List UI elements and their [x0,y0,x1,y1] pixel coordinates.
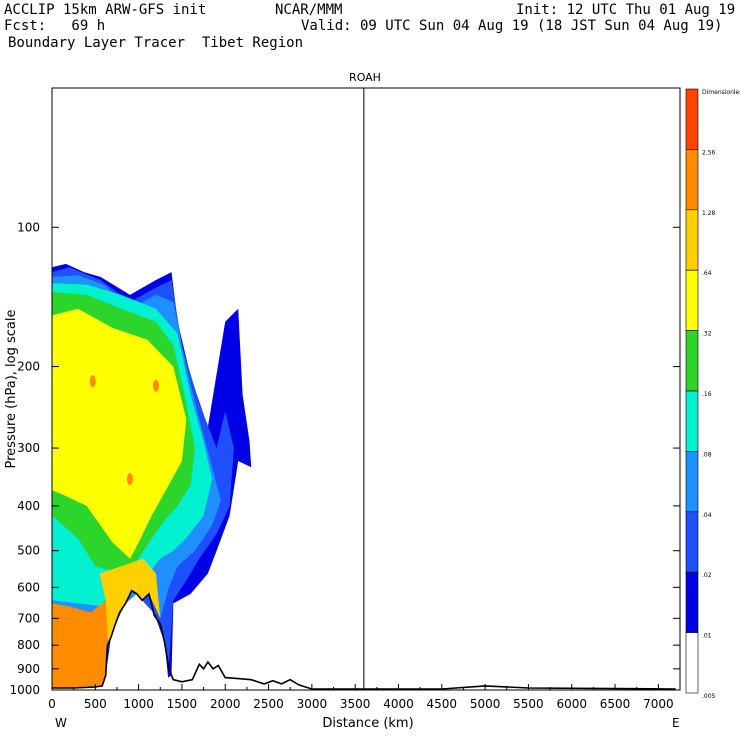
plot-area [52,88,676,690]
tracer-spot-0 [89,375,96,388]
colorbar-label-10: .005 [702,693,716,700]
colorbar-swatch-3 [685,269,699,331]
x-tick-label: 3500 [340,697,371,711]
header-model: ACCLIP 15km ARW-GFS init [4,2,207,18]
colorbar-label-4: .32 [702,331,712,338]
tracer-region-5 [52,308,187,559]
x-tick-label: 500 [84,697,107,711]
terrain-line [52,589,676,690]
tracer-spot-2 [126,473,133,486]
header-fcst: Fcst: 69 h [4,18,106,34]
west-label: W [55,716,67,730]
x-tick-label: 4500 [427,697,458,711]
header-field: Boundary Layer Tracer Tibet Region [8,35,304,51]
x-tick-label: 5000 [470,697,501,711]
axes: 0 500 1000 1500 2000 2500 3000 3500 4000 4500 5000… [9,220,680,711]
y-tick-label: 600 [17,580,40,594]
y-tick-label: 400 [17,499,40,513]
header-org: NCAR/MMM [275,2,343,18]
y-tick-label: 100 [17,220,40,234]
y-tick-label: 200 [17,360,40,374]
x-tick-label: 6500 [600,697,631,711]
plot-frame [51,87,681,691]
x-tick-label: 2500 [253,697,284,711]
header-valid: Valid: 09 UTC Sun 04 Aug 19 (18 JST Sun … [301,18,723,34]
colorbar-label-6: .08 [702,451,712,458]
x-tick-label: 4000 [383,697,414,711]
header-init: Init: 12 UTC Thu 01 Aug 19 [516,2,736,18]
y-tick-label: 300 [17,441,40,455]
x-tick-label: 1000 [123,697,154,711]
y-tick-label: 1000 [9,683,40,697]
colorbar-label-1: 2.56 [702,149,716,156]
colorbar-label-9: .01 [702,633,712,640]
chart-title: ROAH [349,71,381,84]
colorbar-swatch-6 [685,451,699,513]
colorbar-label-0: Dimensionless [702,89,740,96]
x-tick-label: 5500 [513,697,544,711]
x-tick-label: 6000 [556,697,587,711]
colorbar-swatch-9 [685,632,699,694]
x-tick-label: 3000 [297,697,328,711]
colorbar-swatch-7 [685,511,699,573]
colorbar-swatch-5 [685,390,699,452]
x-tick-label: 7000 [643,697,674,711]
colorbar-swatch-2 [685,209,699,271]
colorbar-swatch-4 [685,330,699,392]
y-tick-label: 900 [17,662,40,676]
colorbar-label-8: .02 [702,572,712,579]
x-tick-label: 1500 [167,697,198,711]
colorbar-swatch-1 [685,149,699,211]
colorbar-label-7: .04 [702,512,712,519]
east-label: E [672,716,680,730]
tracer-region-7 [52,600,109,688]
colorbar-swatch-8 [685,571,699,633]
y-axis-label: Pressure (hPa), log scale [4,310,19,469]
colorbar-label-5: .16 [702,391,712,398]
colorbar-label-2: 1.28 [702,210,716,217]
tracer-spot-1 [152,379,159,392]
x-tick-label: 2000 [210,697,241,711]
x-axis-label: Distance (km) [322,716,413,731]
colorbar-label-3: .64 [702,270,712,277]
colorbar: Dimensionless 2.56 1.28 .64 .32 .16 .08 .04 .02.… [685,88,740,700]
colorbar-swatch-0 [685,88,699,150]
y-tick-label: 700 [17,611,40,625]
y-tick-label: 800 [17,638,40,652]
y-tick-label: 500 [17,544,40,558]
x-tick-label: 0 [48,697,56,711]
